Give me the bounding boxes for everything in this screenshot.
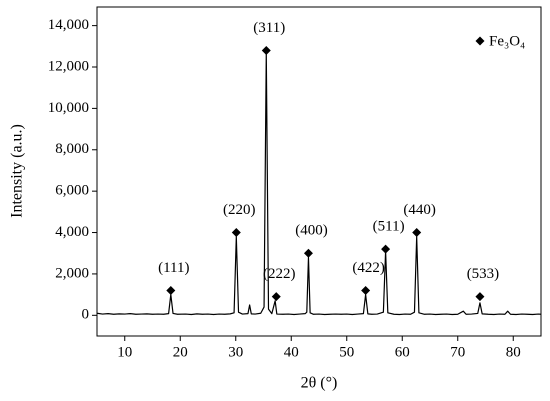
peak-marker [231,228,241,238]
y-tick-label: 4,000 [55,224,89,240]
y-tick-label: 10,000 [48,100,89,116]
data-line [96,51,542,316]
x-axis-title: 2θ (°) [301,375,338,392]
x-tick-label: 30 [228,344,243,360]
peak-label: (111) [158,260,189,276]
peak-marker [412,228,422,238]
plot-frame [96,6,542,337]
peak-label: (440) [403,202,436,218]
peak-label: (222) [263,266,296,282]
y-tick-label: 12,000 [48,58,89,74]
y-axis-title: Intensity (a.u.) [9,124,26,218]
peak-label: (533) [467,266,500,282]
x-tick-label: 40 [284,344,299,360]
peak-marker [166,285,176,295]
peak-label: (311) [253,20,285,36]
peak-marker [381,244,391,254]
y-tick-label: 14,000 [48,17,89,33]
x-tick-label: 10 [117,344,132,360]
peak-marker [361,285,371,295]
peak-label: (511) [373,219,405,235]
legend-marker [475,36,485,46]
legend-label: Fe₃O₄ [489,33,525,49]
x-tick-label: 50 [339,344,354,360]
y-tick-label: 2,000 [55,265,89,281]
peak-marker [475,292,485,302]
y-tick-label: 0 [82,307,90,323]
peak-label: (422) [352,260,385,276]
x-tick-label: 70 [450,344,465,360]
peak-label: (400) [295,223,328,239]
x-tick-label: 80 [506,344,521,360]
peak-marker [261,45,271,55]
peak-marker [303,248,313,258]
y-tick-label: 6,000 [55,183,89,199]
peak-marker [271,292,281,302]
y-tick-label: 8,000 [55,141,89,157]
x-tick-label: 60 [395,344,410,360]
peak-label: (220) [223,202,256,218]
x-tick-label: 20 [173,344,188,360]
